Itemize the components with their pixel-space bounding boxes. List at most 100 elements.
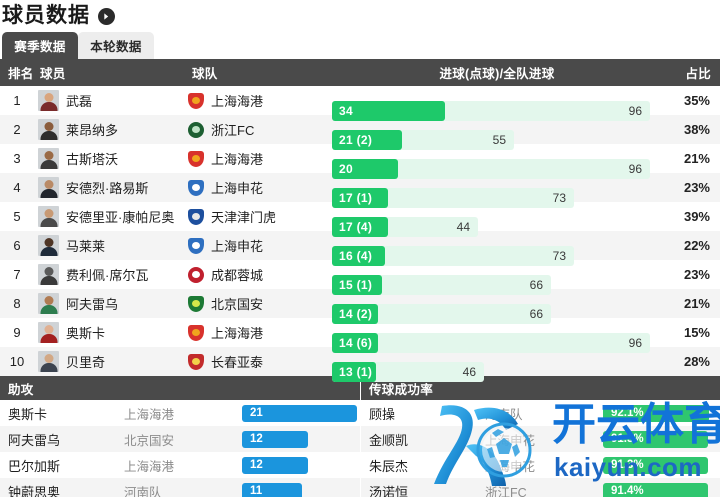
avatar (38, 235, 59, 256)
team-goals-value: 96 (628, 161, 642, 176)
cell-team: 北京国安 (186, 289, 328, 318)
stat-bar-value: 21 (242, 404, 357, 422)
assist-list: 奥斯卡 上海海港 21 阿夫雷乌 北京国安 12 巴尔加斯 上海海港 12 钟蔚思奥 河南队 11 (0, 400, 360, 497)
cell-goals-bar: 34 96 (328, 86, 666, 121)
avatar (38, 90, 59, 111)
team-name: 河南队 (124, 485, 162, 497)
column-header-team: 球队 (186, 59, 328, 86)
team-name: 上海海港 (211, 94, 264, 109)
avatar (38, 351, 59, 372)
list-item[interactable]: 巴尔加斯 上海海港 12 (0, 452, 360, 478)
panel-title-assists: 助攻 (0, 376, 360, 400)
cell-goals-bar: 14 (2) 66 (328, 289, 666, 324)
cell-player: 贝里奇 (34, 347, 186, 376)
page-title: 球员数据 (2, 3, 90, 27)
list-item[interactable]: 金顺凯 上海申花 91.5% (361, 426, 720, 452)
team-name: 河南队 (485, 407, 523, 422)
cell-share: 22% (683, 238, 710, 253)
table-header: 排名 球员 球队 进球(点球)/全队进球 占比 (0, 59, 720, 86)
stat-bar-value: 12 (242, 456, 308, 474)
cell-team: 上海申花 (186, 231, 328, 260)
shanghai-shenhua-crest (188, 237, 204, 254)
list-item[interactable]: 汤诺恒 浙江FC 91.4% (361, 478, 720, 497)
cell-team: 天津津门虎 (186, 202, 328, 231)
avatar (38, 119, 59, 140)
table-row[interactable]: 9 奥斯卡 上海海港 14 (6) 96 15% (0, 318, 720, 353)
cell-rank: 6 (13, 238, 21, 253)
cell-rank: 4 (13, 180, 21, 195)
list-item[interactable]: 朱辰杰 上海申花 91.3% (361, 452, 720, 478)
chengdu-rongcheng-crest (188, 266, 204, 283)
team-goals-value: 46 (462, 364, 476, 379)
cell-goals-bar: 21 (2) 55 (328, 115, 666, 150)
cell-rank: 9 (13, 325, 21, 340)
team-name: 天津津门虎 (211, 210, 277, 225)
team-name: 北京国安 (211, 297, 264, 312)
tab-season-data[interactable]: 赛季数据 (2, 32, 78, 59)
column-header-rank: 排名 (0, 59, 34, 86)
avatar (38, 177, 59, 198)
cell-rank: 2 (13, 122, 21, 137)
team-name: 浙江FC (485, 485, 527, 497)
shanghai-port-crest (188, 150, 204, 167)
stat-bar-value: 92.1% (603, 404, 709, 422)
cell-rank: 10 (9, 354, 25, 369)
player-name: 阿夫雷乌 (66, 297, 119, 312)
list-item[interactable]: 钟蔚思奥 河南队 11 (0, 478, 360, 497)
pass-accuracy-list: 顾操 河南队 92.1% 金顺凯 上海申花 91.5% 朱辰杰 上海申花 91.3% 汤诺恒 浙江F… (361, 400, 720, 497)
goals-bar-value: 16 (4) (332, 245, 385, 266)
table-body: 1 武磊 上海海港 34 96 35% 2 莱昂纳多 浙江FC 21 (2) 55 38% 3 古斯塔沃上… (0, 86, 720, 382)
cell-player: 古斯塔沃 (34, 144, 186, 173)
team-name: 上海申花 (485, 459, 536, 474)
team-goals-value: 73 (552, 248, 566, 263)
cell-goals-bar: 14 (6) 96 (328, 318, 666, 353)
tab-round-data[interactable]: 本轮数据 (78, 32, 154, 59)
team-goals-value: 96 (628, 335, 642, 350)
cell-player: 阿夫雷乌 (34, 289, 186, 318)
cell-team: 上海申花 (186, 173, 328, 202)
goals-bar-value: 17 (4) (332, 216, 388, 237)
team-goals-value: 66 (529, 277, 543, 292)
player-name: 古斯塔沃 (66, 152, 119, 167)
table-row[interactable]: 1 武磊 上海海港 34 96 35% (0, 86, 720, 121)
player-name: 马莱莱 (66, 239, 106, 254)
player-name: 费利佩·席尔瓦 (66, 268, 149, 283)
team-name: 上海申花 (211, 239, 264, 254)
goals-bar-value: 17 (1) (332, 187, 388, 208)
arrow-right-circle-icon[interactable] (98, 7, 115, 25)
cell-rank: 7 (13, 267, 21, 282)
list-item[interactable]: 阿夫雷乌 北京国安 12 (0, 426, 360, 452)
secondary-stats-panels: 助攻 奥斯卡 上海海港 21 阿夫雷乌 北京国安 12 巴尔加斯 上海海港 12 钟蔚思奥 河南队 1… (0, 376, 720, 497)
tianjin-tiger-crest (188, 208, 204, 225)
player-name: 阿夫雷乌 (8, 432, 61, 448)
avatar (38, 206, 59, 227)
cell-share: 38% (683, 122, 710, 137)
cell-goals-bar: 16 (4) 73 (328, 231, 666, 266)
cell-team: 上海海港 (186, 318, 328, 347)
team-name: 长春亚泰 (211, 355, 264, 370)
cell-share: 28% (683, 354, 710, 369)
zhejiang-fc-crest (188, 121, 204, 138)
cell-player: 费利佩·席尔瓦 (34, 260, 186, 289)
team-name: 上海申花 (211, 181, 264, 196)
cell-player: 马莱莱 (34, 231, 186, 260)
avatar (38, 322, 59, 343)
player-name: 奥斯卡 (66, 326, 106, 341)
cell-rank: 3 (13, 151, 21, 166)
player-name: 钟蔚思奥 (8, 484, 61, 497)
list-item[interactable]: 顾操 河南队 92.1% (361, 400, 720, 426)
list-item[interactable]: 奥斯卡 上海海港 21 (0, 400, 360, 426)
goals-bar-value: 20 (332, 158, 398, 179)
team-name: 成都蓉城 (211, 268, 264, 283)
avatar (38, 264, 59, 285)
shanghai-shenhua-crest (188, 179, 204, 196)
cell-team: 上海海港 (186, 86, 328, 115)
team-goals-value: 66 (529, 306, 543, 321)
cell-goals-bar: 13 (1) 46 (328, 347, 666, 382)
cell-player: 安德里亚·康帕尼奥 (34, 202, 186, 231)
data-scope-tabs: 赛季数据 本轮数据 (0, 30, 720, 59)
cell-share: 23% (683, 180, 710, 195)
cell-share: 23% (683, 267, 710, 282)
shanghai-port-crest (188, 324, 204, 341)
